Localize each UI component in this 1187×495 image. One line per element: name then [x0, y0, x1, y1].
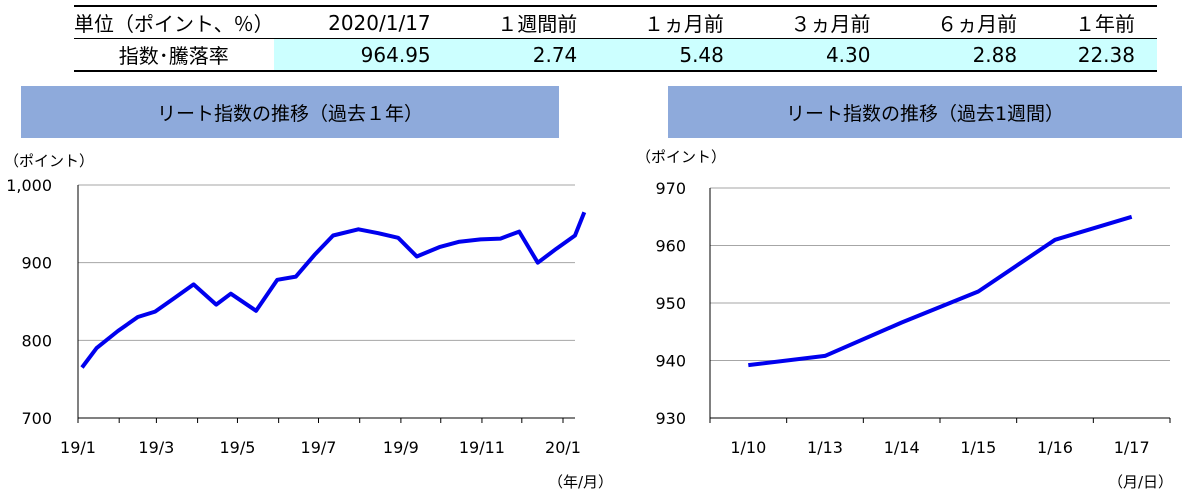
- chart-title-week: リート指数の推移（過去1週間）: [668, 86, 1182, 138]
- y-tick-label: 950: [655, 294, 686, 313]
- y-tick-label: 960: [655, 237, 686, 256]
- x-tick-label: 19/5: [219, 438, 255, 457]
- x-tick-label: 1/14: [884, 438, 920, 457]
- y-tick-label: 1,000: [6, 176, 52, 195]
- table-row-label: 指数･騰落率: [74, 38, 274, 72]
- y-tick-label: 930: [655, 409, 686, 428]
- x-tick-label: 1/16: [1037, 438, 1073, 457]
- table-cell: 2.74: [452, 38, 600, 72]
- table-header-cell: １ヵ月前: [599, 5, 746, 39]
- y-tick-label: 800: [21, 331, 52, 350]
- summary-table: 単位（ポイント、％） 2020/1/17 １週間前 １ヵ月前 ３ヵ月前 ６ヵ月前…: [74, 5, 1157, 72]
- table-header-cell: ３ヵ月前: [745, 5, 893, 39]
- y-tick-label: 970: [655, 179, 686, 198]
- x-tick-label: 19/1: [60, 438, 96, 457]
- table-cell: 2.88: [892, 38, 1040, 72]
- x-tick-label: 19/7: [301, 438, 337, 457]
- table-header-cell: １週間前: [452, 5, 600, 39]
- x-tick-label: 20/1: [545, 438, 581, 457]
- y-unit-label-year: （ポイント）: [4, 152, 95, 170]
- y-unit-label-week: （ポイント）: [636, 148, 727, 166]
- table-cell: 964.95: [273, 38, 453, 72]
- y-tick-label: 900: [21, 254, 52, 273]
- table-row: 指数･騰落率 964.95 2.74 5.48 4.30 2.88 22.38: [74, 38, 1157, 72]
- x-tick-label: 1/17: [1114, 438, 1150, 457]
- x-unit-label-week: （月/日）: [1108, 473, 1174, 491]
- x-tick-label: 1/10: [730, 438, 766, 457]
- table-cell: 5.48: [599, 38, 746, 72]
- chart-title-year: リート指数の推移（過去１年）: [21, 86, 559, 138]
- table-header-cell: １年前: [1039, 5, 1157, 39]
- x-tick-label: 19/3: [138, 438, 174, 457]
- x-tick-label: 1/15: [960, 438, 996, 457]
- y-tick-label: 700: [21, 409, 52, 428]
- table-cell: 22.38: [1039, 38, 1157, 72]
- x-tick-label: 1/13: [807, 438, 843, 457]
- table-header-cell: 2020/1/17: [273, 5, 453, 39]
- x-tick-label: 19/11: [459, 438, 505, 457]
- table-header-cell: 単位（ポイント、％）: [74, 5, 274, 39]
- series-line-week: [748, 214, 1133, 368]
- y-tick-label: 940: [655, 352, 686, 371]
- table-cell: 4.30: [745, 38, 893, 72]
- table-header-cell: ６ヵ月前: [892, 5, 1040, 39]
- table-header-row: 単位（ポイント、％） 2020/1/17 １週間前 １ヵ月前 ３ヵ月前 ６ヵ月前…: [74, 5, 1157, 39]
- x-unit-label-year: （年/月）: [548, 473, 614, 491]
- series-line-year: [80, 211, 587, 369]
- x-tick-label: 19/9: [383, 438, 419, 457]
